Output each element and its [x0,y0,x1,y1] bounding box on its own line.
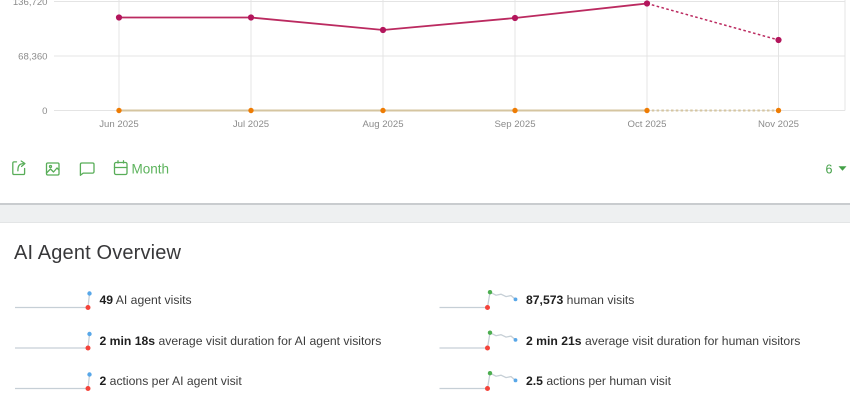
svg-text:Nov 2025: Nov 2025 [758,119,799,130]
svg-text:0: 0 [42,106,47,117]
svg-text:68,360: 68,360 [18,52,47,63]
svg-text:Month: Month [132,162,170,177]
svg-text:Sep 2025: Sep 2025 [494,119,535,130]
svg-text:Jul 2025: Jul 2025 [233,119,269,130]
svg-text:Aug 2025: Aug 2025 [362,119,403,130]
svg-text:136,720: 136,720 [13,0,48,8]
svg-text:Jun 2025: Jun 2025 [99,119,138,130]
svg-text:6: 6 [826,163,833,177]
svg-text:Oct 2025: Oct 2025 [628,119,667,130]
